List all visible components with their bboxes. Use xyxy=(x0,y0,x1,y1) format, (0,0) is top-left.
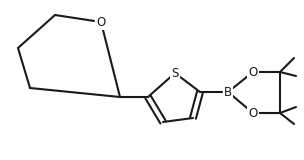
Text: O: O xyxy=(248,107,257,120)
Text: O: O xyxy=(248,65,257,79)
Text: S: S xyxy=(171,67,179,80)
Text: B: B xyxy=(224,85,232,99)
Text: O: O xyxy=(96,16,105,28)
